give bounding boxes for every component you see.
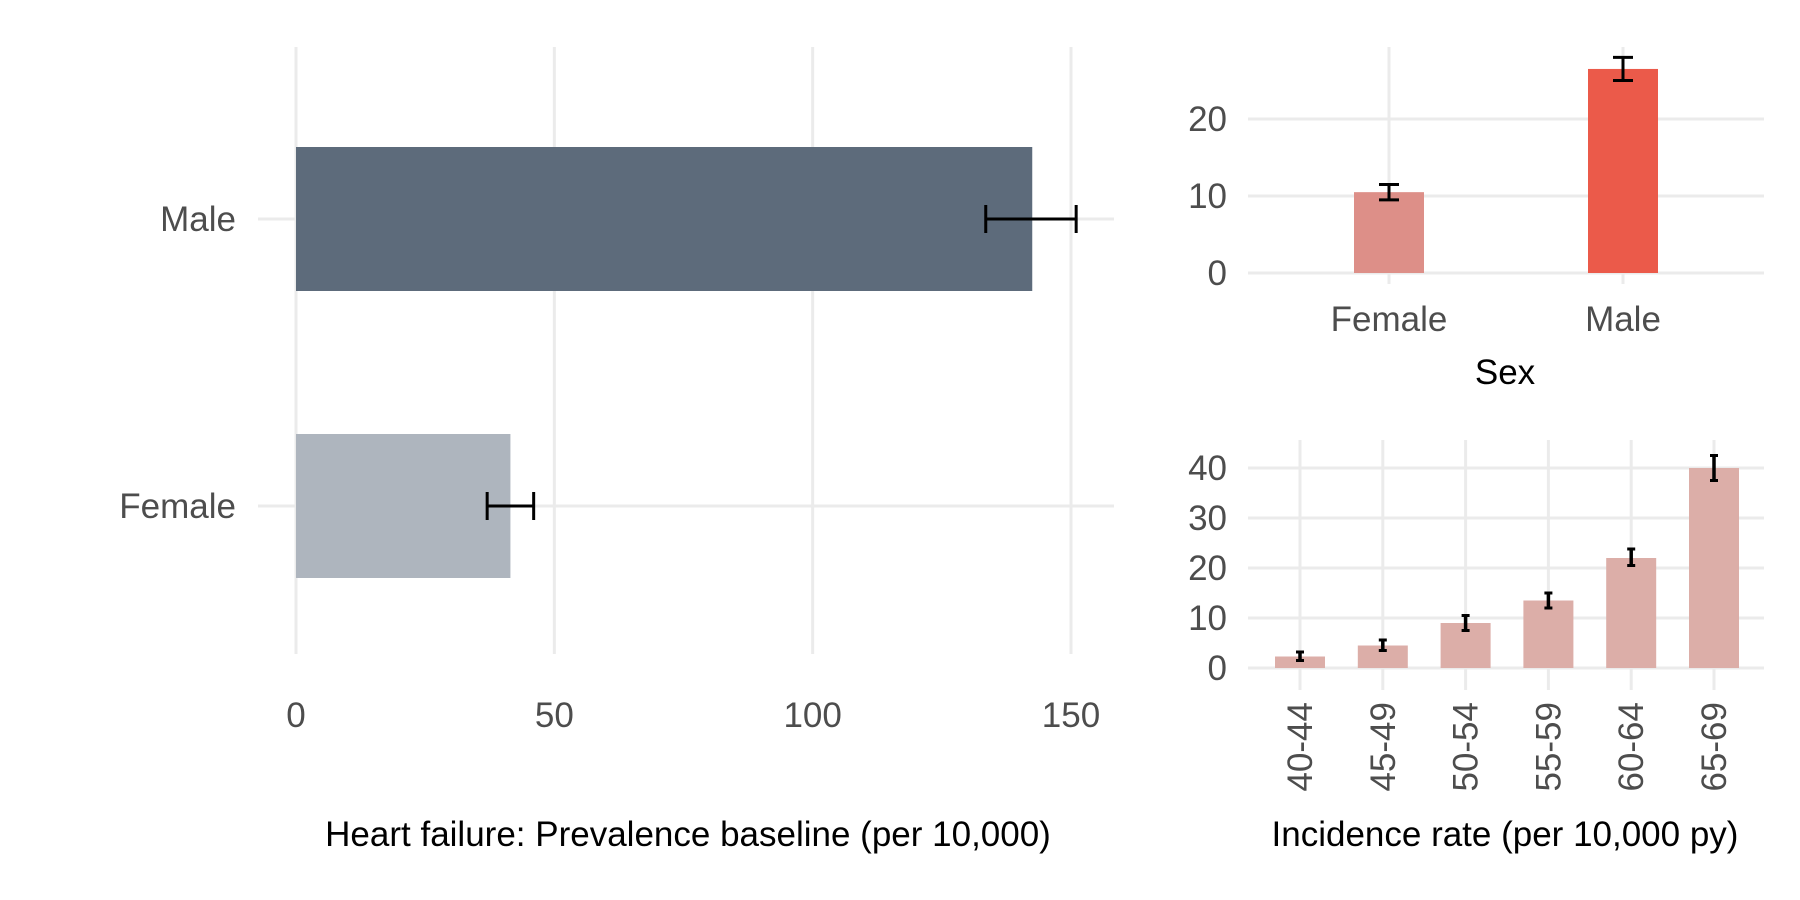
age-y-tick-label: 30 [1188,499,1227,538]
age-x-tick-label: 65-69 [1695,702,1734,792]
age-bar [1689,468,1739,668]
age-x-axis-title: Incidence rate (per 10,000 py) [1272,815,1739,854]
prevalence-y-tick-label: Female [119,487,236,526]
prevalence-x-tick-label: 100 [783,696,841,735]
age-x-tick-label: 50-54 [1447,702,1486,792]
age-x-tick-label: 45-49 [1364,702,1403,792]
sex-bar [1588,68,1658,273]
sex-y-tick-label: 10 [1188,177,1227,216]
prevalence-x-tick-label: 0 [286,696,305,735]
age-y-tick-label: 10 [1188,599,1227,638]
incidence-by-sex-panel: 0 10 20 Female Male [1188,47,1764,339]
age-bar [1357,645,1408,668]
age-y-tick-label: 20 [1188,549,1227,588]
sex-x-tick-label: Female [1331,300,1448,339]
sex-x-axis-title: Sex [1475,353,1536,392]
age-bar [1523,600,1574,668]
prevalence-y-tick-label: Male [160,200,236,239]
incidence-by-age-panel: 0 10 20 30 40 40-44 45-49 50-54 55-59 60-64 65-69 [1188,440,1764,792]
sex-y-tick-label: 20 [1188,100,1227,139]
age-bar [1275,656,1325,668]
age-x-tick-label: 60-64 [1612,702,1651,792]
prevalence-x-tick-label: 150 [1042,696,1100,735]
sex-y-tick-label: 0 [1208,254,1227,293]
age-y-tick-label: 0 [1208,649,1227,688]
prevalence-x-tick-label: 50 [535,696,574,735]
age-y-tick-label: 40 [1188,449,1227,488]
age-bar [1606,558,1657,668]
prevalence-bar [296,147,1033,291]
sex-x-tick-label: Male [1585,300,1661,339]
age-x-tick-label: 40-44 [1281,702,1320,792]
prevalence-bar [296,434,511,578]
prevalence-panel: 0 50 100 150 Male Female [119,47,1114,735]
age-x-tick-label: 55-59 [1529,702,1568,792]
prevalence-x-axis-title: Heart failure: Prevalence baseline (per … [325,815,1051,854]
sex-bar [1354,192,1424,273]
